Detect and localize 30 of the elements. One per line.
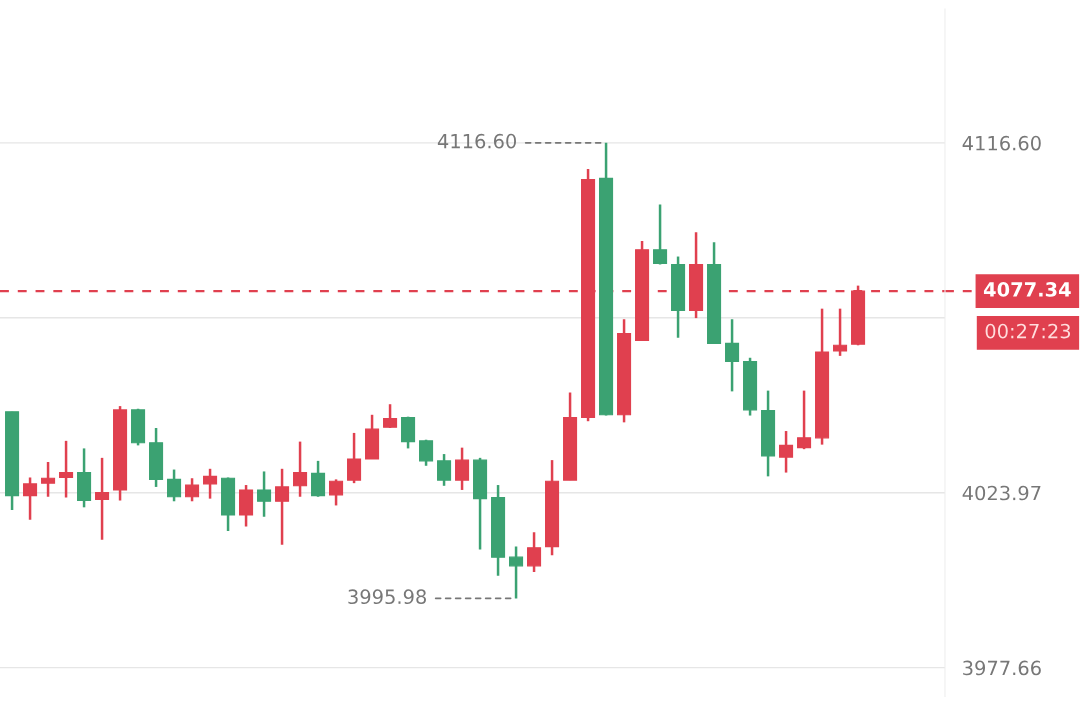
annotation: 3995.98 (348, 589, 426, 605)
candlestick (329, 478, 344, 507)
y-tick-label: 3977.66 (963, 660, 1041, 676)
y-tick-label: 4116.60 (962, 135, 1041, 151)
candlestick (797, 389, 812, 451)
candlestick (167, 468, 182, 503)
candlestick (347, 431, 362, 485)
candlestick (275, 467, 290, 546)
candlestick (833, 307, 848, 358)
candlestick (257, 470, 272, 519)
candlestick (419, 438, 434, 468)
candlestick (293, 440, 308, 498)
candlestick (23, 476, 38, 522)
y-tick-label: 4023.97 (962, 485, 1041, 501)
candlestick (59, 439, 74, 499)
text: 00:27:23 (985, 323, 1071, 339)
candlestick (185, 476, 200, 503)
candlestick (41, 460, 56, 498)
candlestick (527, 531, 542, 574)
candlestick (509, 545, 524, 600)
candlestick (653, 203, 668, 266)
candlestick (779, 429, 794, 474)
ref-line-label: 4077.34 (983, 282, 1071, 297)
candlestick (203, 467, 218, 500)
annotation: 4116.60 (437, 133, 517, 149)
candlestick (437, 452, 452, 488)
candlestick (725, 317, 740, 393)
candlestick (455, 446, 470, 492)
candlestick (95, 456, 110, 542)
candlestick (311, 459, 326, 498)
